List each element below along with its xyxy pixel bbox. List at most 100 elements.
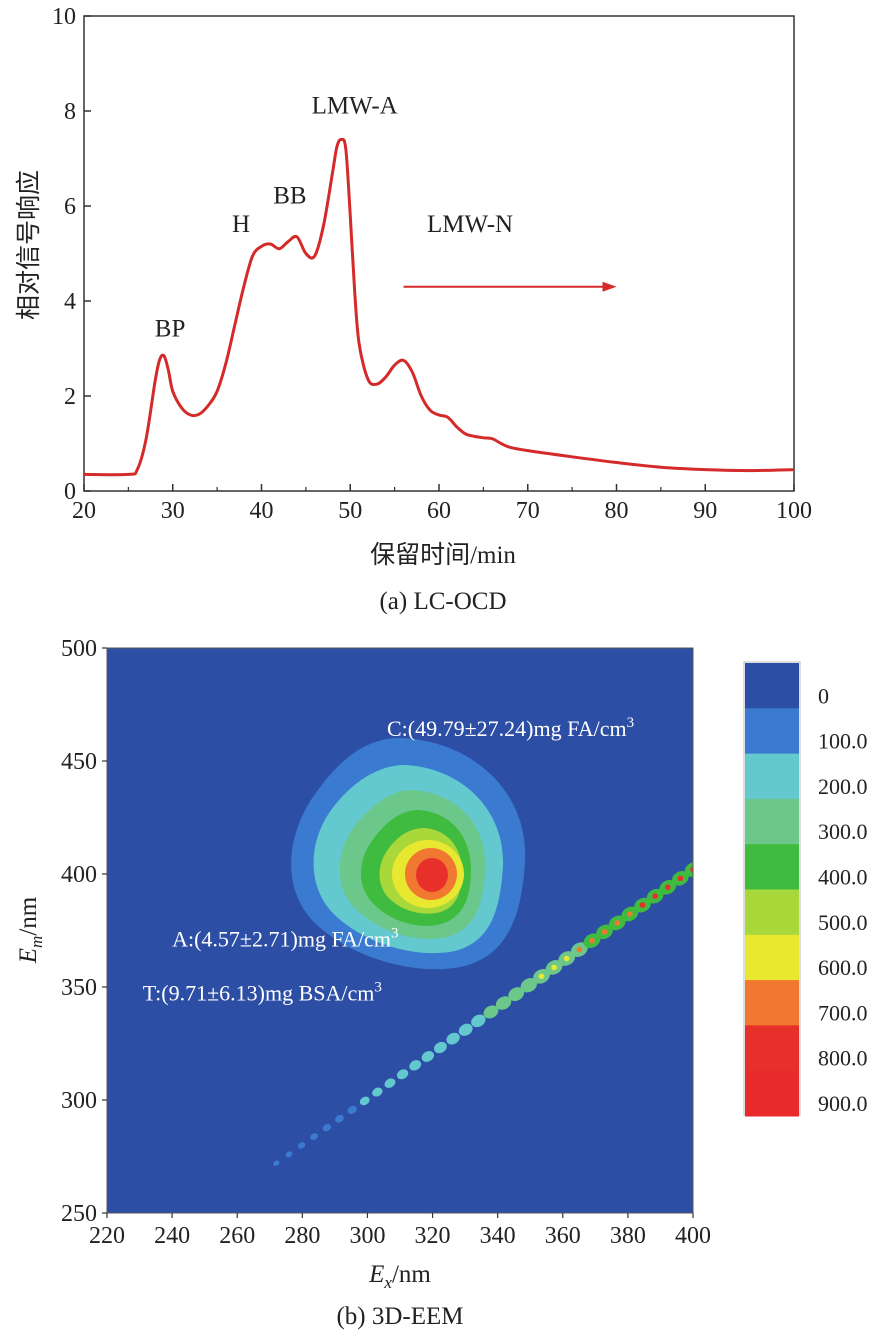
lc-ocd-y-tick-label: 0 (64, 479, 76, 505)
ridge-point (471, 1014, 486, 1028)
lc-ocd-y-tick-label: 10 (52, 4, 76, 30)
eem-x-tick-label: 380 (610, 1223, 646, 1249)
ridge-point (684, 862, 693, 877)
eem-caption: (b) 3D-EEM (336, 1303, 463, 1330)
colorbar-swatch (745, 844, 799, 890)
peak-label-bp: BP (155, 316, 186, 343)
ridge-point (495, 996, 512, 1010)
eem-y-ticks: 250 300 350 400 450 500 (61, 636, 107, 1227)
eem-peak-core (416, 858, 448, 892)
lc-ocd-panel: 20 30 40 50 60 70 80 90 100 0 2 4 6 8 10 BP H BB LMW-A LM… (15, 4, 812, 615)
ridge-point (434, 1041, 447, 1054)
ridge-point-core (614, 920, 621, 926)
ridge-point (520, 978, 538, 993)
ridge-point (297, 1142, 306, 1149)
colorbar-label: 600.0 (818, 955, 868, 980)
lc-ocd-y-tick-label: 6 (64, 194, 76, 220)
colorbar-swatch (745, 663, 799, 709)
colorbar-label: 500.0 (818, 910, 868, 935)
ridge-point (508, 987, 525, 1002)
peak-label-h: H (232, 211, 250, 238)
ridge-point (409, 1060, 422, 1071)
ridge-point-core (639, 902, 646, 908)
ridge-point (273, 1160, 280, 1167)
colorbar-swatch (745, 980, 799, 1026)
ridge-point (322, 1124, 331, 1132)
eem-contours (273, 738, 693, 1167)
eem-x-tick-label: 280 (284, 1223, 320, 1249)
peak-label-lmw-n: LMW-N (427, 211, 513, 238)
ridge-point (359, 1096, 370, 1106)
ridge-point (458, 1023, 473, 1036)
colorbar-label: 900.0 (818, 1091, 868, 1116)
eem-x-tick-label: 400 (675, 1223, 711, 1249)
lc-ocd-y-tick-label: 2 (64, 384, 76, 410)
eem-x-tick-label: 360 (545, 1223, 581, 1249)
lc-ocd-y-tick-label: 4 (64, 289, 76, 315)
eem-y-tick-label: 300 (61, 1088, 97, 1114)
ridge-point-core (664, 884, 671, 891)
ridge-point-core (563, 955, 570, 962)
eem-y-tick-label: 500 (61, 636, 97, 662)
eem-annotation-c: C:(49.79±27.24)mg FA/cm3 (387, 715, 634, 741)
eem-y-tick-label: 350 (61, 975, 97, 1001)
ridge-point-core (589, 937, 595, 944)
eem-scatter-ridge (273, 862, 693, 1167)
lc-ocd-x-tick-label: 40 (250, 498, 274, 524)
lc-ocd-x-tick-label: 90 (693, 498, 717, 524)
lmw-n-arrow-head (602, 281, 617, 292)
eem-x-ticks: 220 240 260 280 300 320 340 360 380 400 (89, 1213, 711, 1249)
eem-x-tick-label: 300 (349, 1223, 385, 1249)
lc-ocd-plot-frame (83, 15, 795, 492)
colorbar-swatch (745, 1070, 799, 1117)
eem-panel: 220 240 260 280 300 320 340 360 380 400 250 300 350… (15, 636, 868, 1330)
lc-ocd-x-tick-label: 50 (338, 498, 362, 524)
lc-ocd-x-tick-label: 70 (516, 498, 540, 524)
peak-label-bb: BB (273, 183, 306, 210)
colorbar-label: 400.0 (818, 865, 868, 890)
colorbar-swatch (745, 708, 799, 755)
eem-x-tick-label: 240 (154, 1223, 190, 1249)
eem-y-tick-label: 250 (61, 1201, 97, 1227)
eem-y-tick-label: 450 (61, 749, 97, 775)
colorbar-swatch (745, 889, 799, 936)
lc-ocd-caption: (a) LC-OCD (379, 588, 506, 615)
ridge-point (372, 1087, 383, 1097)
colorbar-label: 300.0 (818, 819, 868, 844)
eem-annotations: C:(49.79±27.24)mg FA/cm3 A:(4.57±2.71)mg … (143, 715, 634, 1005)
lc-ocd-y-tick-label: 8 (64, 99, 76, 125)
lc-ocd-x-axis-label: 保留时间/min (370, 541, 516, 569)
peak-label-lmw-a: LMW-A (312, 92, 398, 119)
ridge-point (310, 1133, 319, 1140)
eem-x-tick-label: 320 (415, 1223, 451, 1249)
eem-colorbar: 0 100.0 200.0 300.0 400.0 500.0 600.0 700.0 800.… (743, 661, 868, 1117)
colorbar-swatch (745, 1025, 799, 1072)
colorbar-label: 800.0 (818, 1046, 868, 1071)
ridge-point-core (576, 946, 583, 953)
colorbar-label: 200.0 (818, 774, 868, 799)
ridge-point-core (551, 964, 557, 971)
eem-x-tick-label: 340 (480, 1223, 516, 1249)
lc-ocd-x-ticks: 20 30 40 50 60 70 80 90 100 (72, 484, 812, 524)
ridge-point (446, 1032, 460, 1045)
eem-y-axis-label: Em/nm (15, 896, 46, 964)
lc-ocd-x-tick-label: 80 (605, 498, 629, 524)
eem-annotation-a: A:(4.57±2.71)mg FA/cm3 (172, 925, 398, 951)
ridge-point (396, 1069, 409, 1080)
colorbar-label: 0 (818, 683, 829, 708)
ridge-point-core (538, 973, 545, 980)
colorbar-swatch (745, 934, 799, 981)
ridge-point-core (652, 893, 658, 899)
lc-ocd-x-tick-label: 60 (427, 498, 451, 524)
lc-ocd-y-axis-label: 相对信号响应 (15, 170, 43, 320)
lc-ocd-x-tick-label: 30 (161, 498, 185, 524)
lc-ocd-series-line (83, 137, 795, 477)
lc-ocd-x-tick-label: 100 (776, 498, 812, 524)
ridge-point (483, 1005, 499, 1019)
lc-ocd-y-ticks: 0 2 4 6 8 10 (52, 4, 91, 505)
eem-x-tick-label: 220 (89, 1223, 125, 1249)
eem-x-tick-label: 260 (219, 1223, 255, 1249)
ridge-point-core (677, 875, 684, 882)
ridge-point-core (601, 929, 608, 935)
